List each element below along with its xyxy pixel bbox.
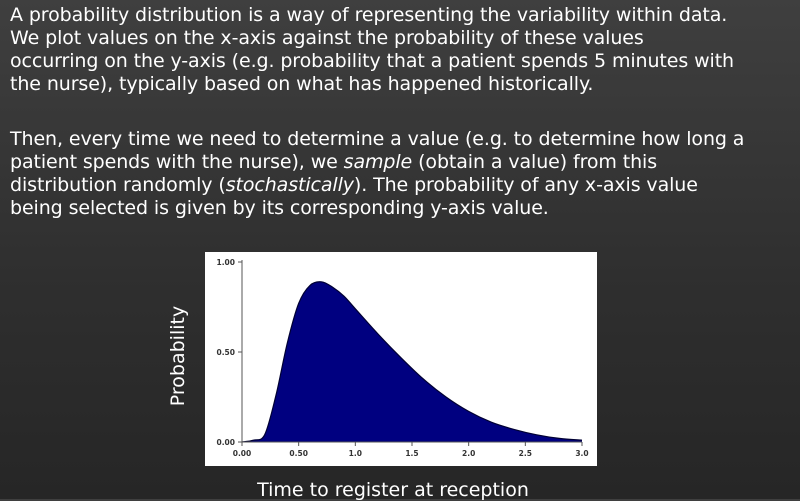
sampling-line: patient spends with the nurse), we sampl…	[10, 151, 796, 174]
x-tick-label: 1.5	[405, 449, 418, 458]
y-tick-label: 0.50	[216, 348, 235, 357]
sampling-line: Then, every time we need to determine a …	[10, 128, 796, 151]
y-axis-label: Probability	[167, 305, 189, 407]
distribution-chart: 0.00 0.50 1.00 0.00 0.50 1.0 1.5 2.0 2.5 3.0	[205, 252, 597, 466]
intro-line: A probability distribution is a way of r…	[10, 4, 728, 26]
sampling-text: (obtain a value) from this	[418, 151, 658, 173]
intro-line: We plot values on the x-axis against the…	[10, 27, 644, 49]
sampling-line: being selected is given by its correspon…	[10, 197, 796, 220]
sampling-text: ). The probability of any x-axis value	[353, 174, 698, 196]
sampling-text: distribution randomly (	[10, 174, 226, 196]
x-tick-label: 2.5	[519, 449, 532, 458]
stochastically-emphasis: stochastically	[225, 174, 354, 196]
x-tick-label: 2.0	[462, 449, 475, 458]
distribution-area	[242, 281, 582, 442]
sample-emphasis: sample	[343, 151, 413, 173]
intro-line: the nurse), typically based on what has …	[10, 73, 594, 95]
intro-paragraph: A probability distribution is a way of r…	[10, 4, 796, 96]
chart-axes: 0.00 0.50 1.00 0.00 0.50 1.0 1.5 2.0 2.5 3.0	[216, 258, 588, 458]
sampling-line: distribution randomly (stochastically). …	[10, 174, 796, 197]
x-tick-label: 3.0	[575, 449, 588, 458]
y-tick-label: 1.00	[216, 258, 235, 267]
distribution-chart-svg: 0.00 0.50 1.00 0.00 0.50 1.0 1.5 2.0 2.5 3.0	[216, 258, 588, 458]
intro-line: occurring on the y-axis (e.g. probabilit…	[10, 50, 734, 72]
x-tick-label: 1.0	[349, 449, 362, 458]
sampling-text: Then, every time we need to determine a …	[10, 128, 745, 150]
y-tick-label: 0.00	[216, 438, 235, 447]
x-tick-label: 0.00	[233, 449, 252, 458]
sampling-text: patient spends with the nurse), we	[10, 151, 338, 173]
sampling-paragraph: Then, every time we need to determine a …	[10, 128, 796, 220]
sampling-text: being selected is given by its correspon…	[10, 197, 549, 219]
x-tick-label: 0.50	[289, 449, 308, 458]
x-axis-label: Time to register at reception	[257, 479, 529, 501]
distribution-curve	[241, 281, 583, 443]
